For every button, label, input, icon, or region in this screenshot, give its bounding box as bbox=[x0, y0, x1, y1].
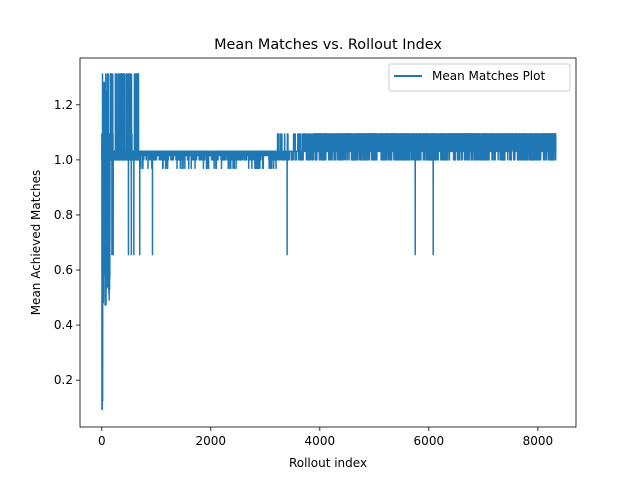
x-tick-label: 8000 bbox=[523, 434, 554, 448]
legend: Mean Matches Plot bbox=[388, 63, 571, 92]
x-tick-label: 6000 bbox=[414, 434, 445, 448]
x-tick-label: 4000 bbox=[305, 434, 336, 448]
plot-frame bbox=[79, 57, 577, 428]
series-layer bbox=[101, 73, 557, 411]
series-line-mean-matches bbox=[101, 73, 557, 411]
x-axis: 0 2000 4000 6000 8000 bbox=[98, 427, 553, 448]
plot-area bbox=[101, 73, 557, 411]
legend-box bbox=[388, 63, 571, 92]
x-tick-label: 2000 bbox=[196, 434, 227, 448]
y-axis: 0.2 0.4 0.6 0.8 1.0 1.2 bbox=[54, 98, 80, 387]
y-tick-label: 1.0 bbox=[54, 153, 73, 167]
chart-title: Mean Matches vs. Rollout Index bbox=[214, 37, 442, 53]
x-axis-label: Rollout index bbox=[289, 456, 367, 470]
legend-series-label: Mean Matches Plot bbox=[432, 69, 545, 83]
y-tick-label: 1.2 bbox=[54, 98, 73, 112]
y-tick-label: 0.6 bbox=[54, 263, 73, 277]
y-tick-label: 0.8 bbox=[54, 208, 73, 222]
x-tick-label: 0 bbox=[98, 434, 106, 448]
y-tick-label: 0.4 bbox=[54, 318, 73, 332]
y-axis-label: Mean Achieved Matches bbox=[29, 170, 43, 316]
y-tick-label: 0.2 bbox=[54, 373, 73, 387]
